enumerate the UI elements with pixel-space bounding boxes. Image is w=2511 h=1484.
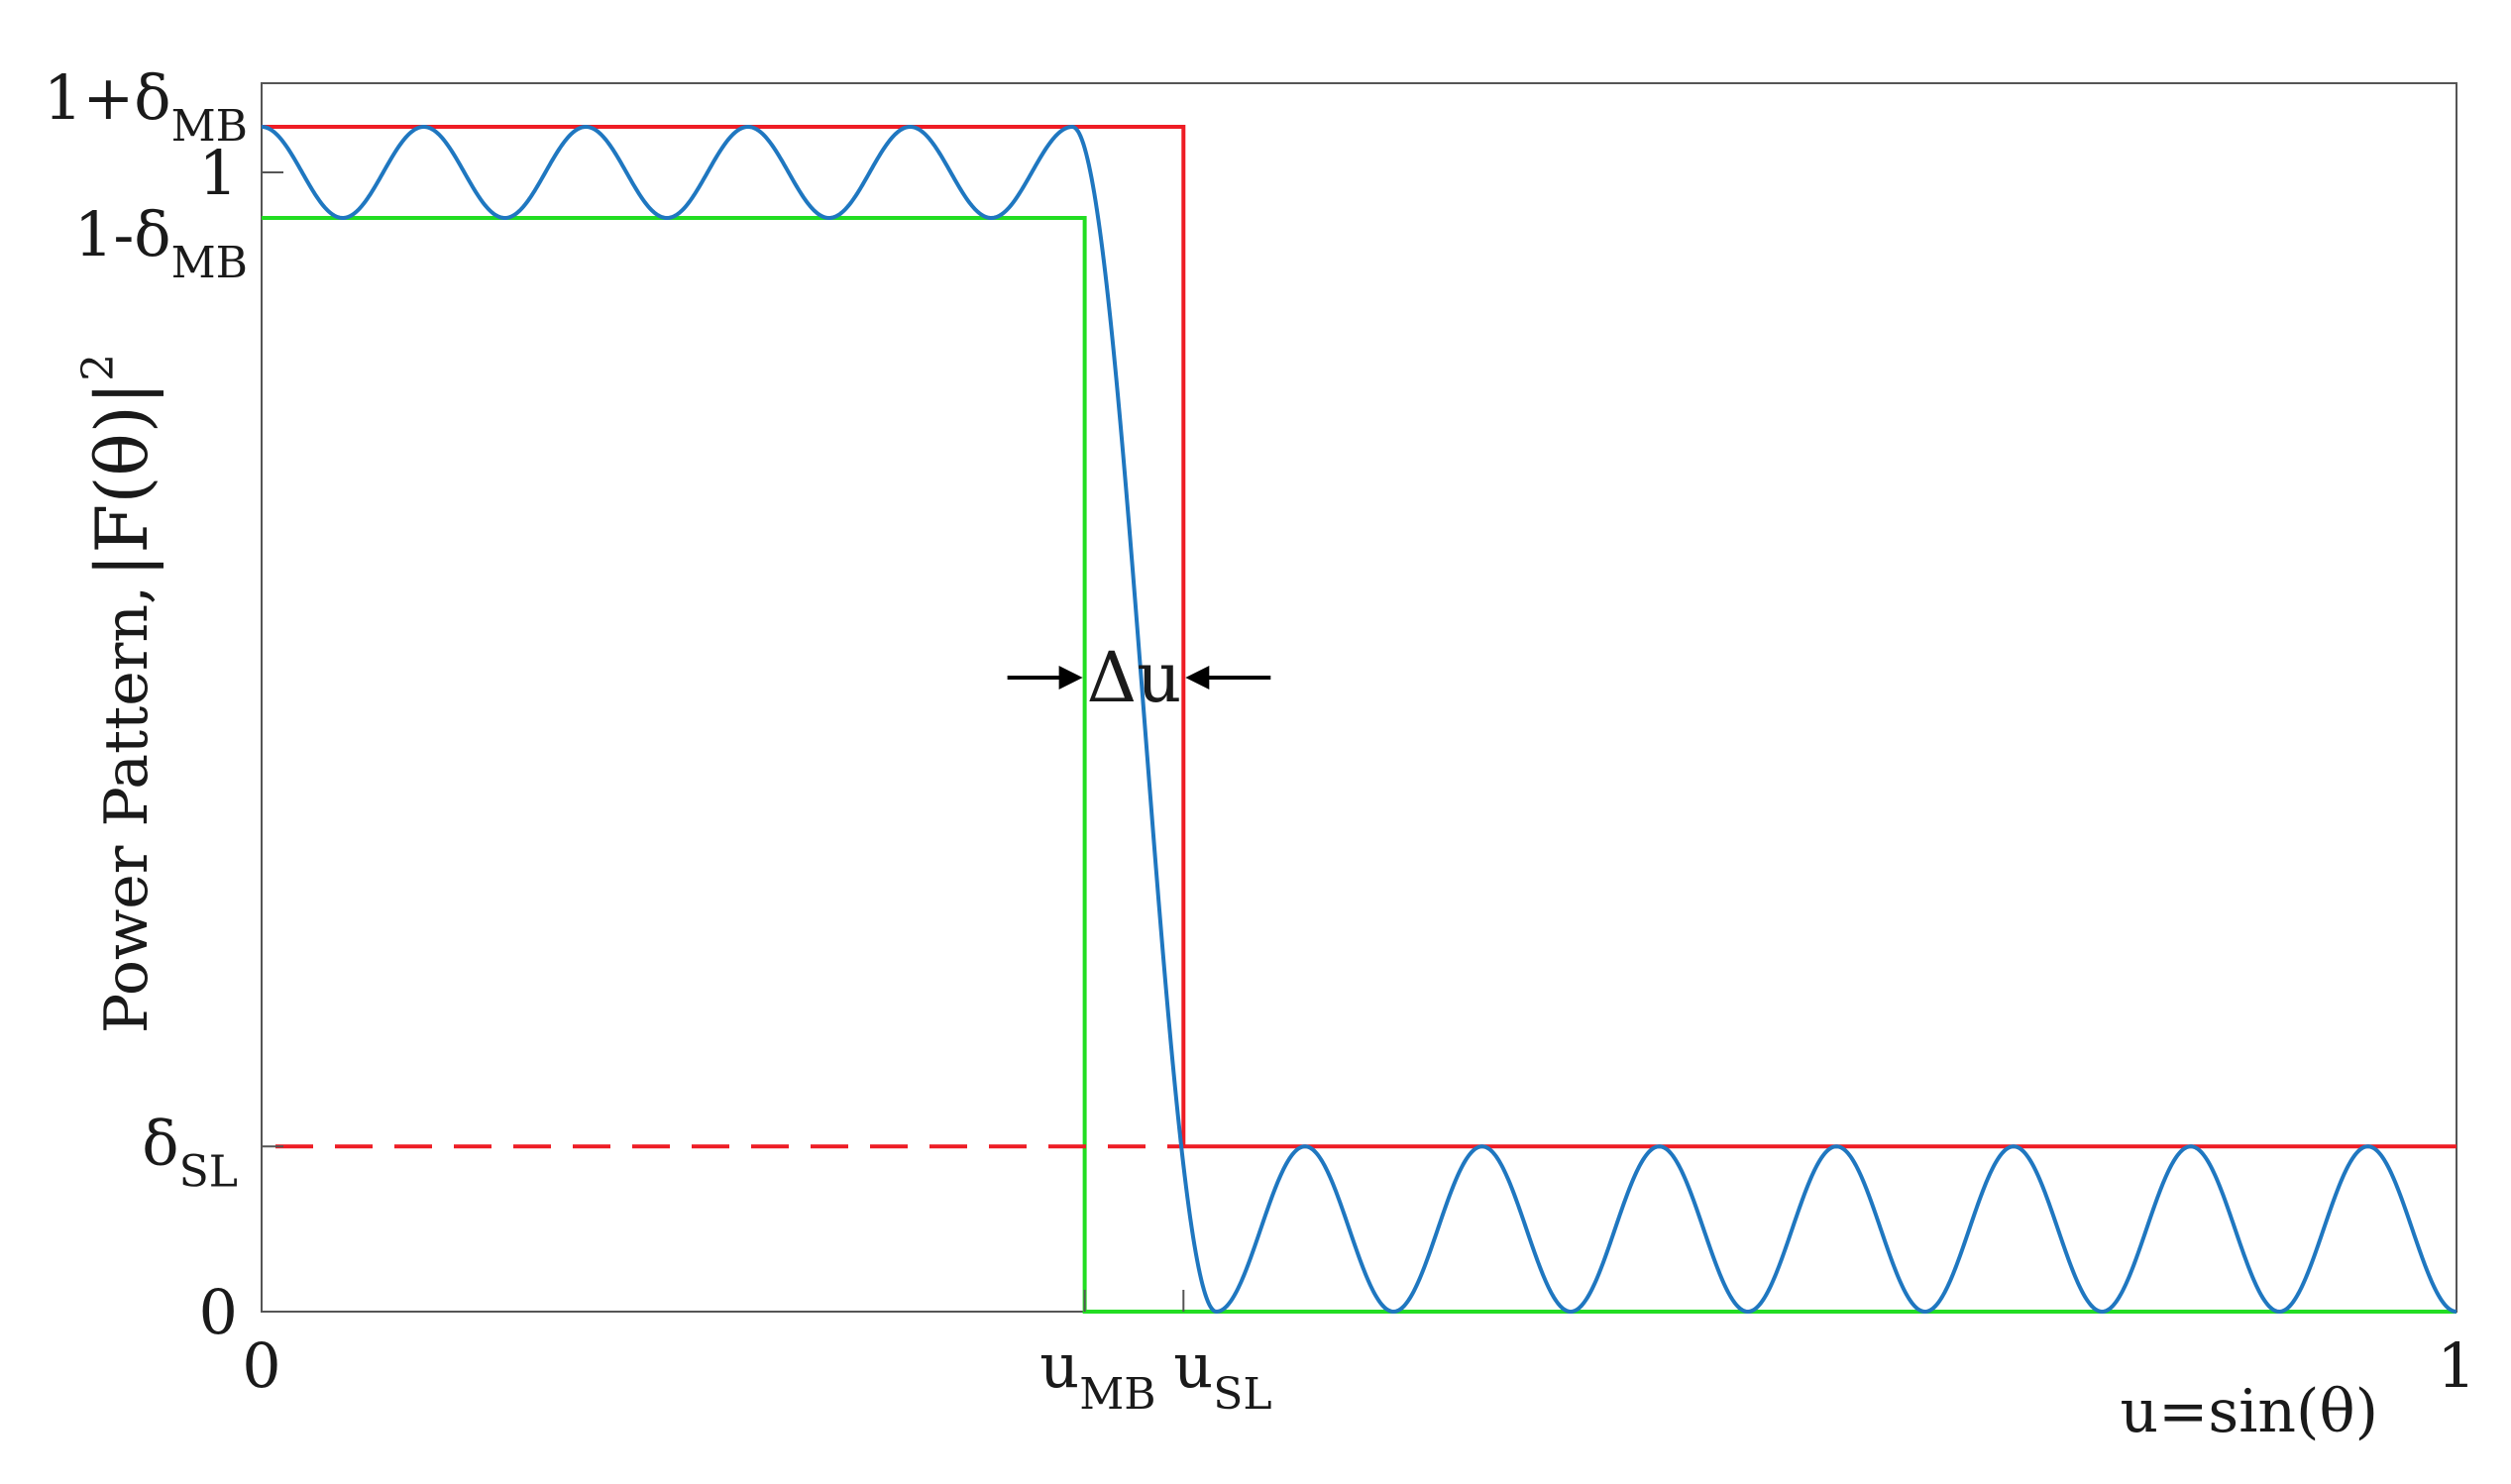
x-axis-label: u=sin(θ) [2121, 1377, 2378, 1446]
x-tick-u-sl: uSL [1173, 1329, 1271, 1420]
right-arrow-head [1185, 666, 1210, 689]
x-tick-zero: 0 [242, 1329, 280, 1402]
left-arrow-head [1058, 666, 1083, 689]
y-tick-delta-sl: δSL [142, 1107, 238, 1197]
x-tick-u-mb: uMB [1039, 1329, 1155, 1420]
delta-u-label: Δu [1087, 637, 1182, 718]
power-pattern-curve [261, 124, 2457, 1315]
x-tick-one: 1 [2437, 1329, 2475, 1402]
y-tick-one: 1 [199, 137, 238, 209]
y-axis-label: Power Pattern,|F(θ)|2 [73, 354, 164, 1033]
y-tick-one-minus-delta-mb: 1-δMB [74, 198, 248, 288]
plot-frame [261, 82, 2457, 1313]
delta-u-annotation: Δu [1007, 637, 1271, 718]
y-tick-one-plus-delta-mb: 1+δMB [44, 61, 248, 152]
y-tick-zero: 0 [199, 1276, 238, 1348]
upper-mask-line [262, 125, 2456, 1149]
